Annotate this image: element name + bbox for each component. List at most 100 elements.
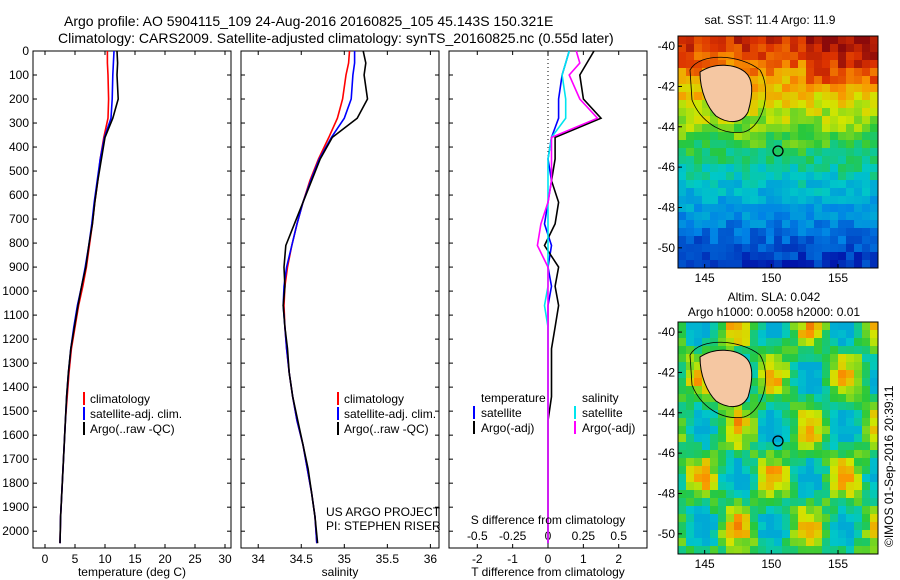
heatmap-cell (846, 378, 855, 387)
heatmap-cell (846, 36, 855, 45)
heatmap-cell (790, 418, 799, 427)
heatmap-cell (750, 514, 759, 523)
sst-map-ticks: 145 150 155 -40 -42 -44 -46 -48 -50 (658, 39, 849, 285)
heatmap-cell (790, 124, 799, 133)
heatmap-cell (702, 498, 711, 507)
heatmap-cell (798, 84, 807, 93)
heatmap-cell (734, 44, 743, 53)
heatmap-cell (814, 450, 823, 459)
heatmap-cell (774, 458, 783, 467)
heatmap-cell (710, 164, 719, 173)
heatmap-cell (726, 180, 735, 189)
heatmap-cell (846, 434, 855, 443)
heatmap-cell (838, 498, 847, 507)
heatmap-cell (862, 458, 871, 467)
heatmap-cell (750, 522, 759, 531)
sla-map: Altim. SLA: 0.042 Argo h1000: 0.0058 h20… (658, 290, 879, 571)
heatmap-cell (782, 402, 791, 411)
heatmap-cell (726, 514, 735, 523)
map-y-tick-label: -50 (658, 241, 676, 255)
heatmap-cell (678, 474, 687, 483)
depth-tick-label: 1100 (3, 308, 29, 322)
heatmap-cell (854, 490, 863, 499)
heatmap-cell (790, 116, 799, 125)
header-line2: Climatology: CARS2009. Satellite-adjuste… (58, 30, 614, 46)
heatmap-cell (846, 338, 855, 347)
heatmap-cell (862, 410, 871, 419)
heatmap-cell (798, 188, 807, 197)
heatmap-cell (686, 108, 695, 117)
heatmap-cell (710, 228, 719, 237)
heatmap-cell (822, 220, 831, 229)
heatmap-cell (854, 220, 863, 229)
heatmap-cell (750, 426, 759, 435)
heatmap-cell (758, 44, 767, 53)
heatmap-cell (854, 172, 863, 181)
heatmap-cell (758, 530, 767, 539)
heatmap-cell (798, 378, 807, 387)
heatmap-cell (854, 92, 863, 101)
heatmap-cell (678, 482, 687, 491)
heatmap-cell (742, 410, 751, 419)
heatmap-cell (790, 204, 799, 213)
heatmap-cell (702, 530, 711, 539)
heatmap-cell (822, 132, 831, 141)
heatmap-cell (862, 482, 871, 491)
heatmap-cell (790, 362, 799, 371)
heatmap-cell (686, 394, 695, 403)
heatmap-cell (822, 172, 831, 181)
heatmap-cell (798, 124, 807, 133)
heatmap-cell (806, 252, 815, 261)
heatmap-cell (830, 36, 839, 45)
heatmap-cell (702, 426, 711, 435)
heatmap-cell (854, 260, 863, 269)
heatmap-cell (710, 148, 719, 157)
heatmap-cell (766, 180, 775, 189)
heatmap-cell (790, 44, 799, 53)
heatmap-cell (758, 60, 767, 69)
heatmap-cell (686, 322, 695, 331)
heatmap-cell (750, 394, 759, 403)
heatmap-cell (870, 164, 879, 173)
heatmap-cell (830, 220, 839, 229)
heatmap-cell (862, 522, 871, 531)
salinity-legend: climatology satellite-adj. clim. Argo(..… (337, 392, 436, 436)
heatmap-cell (838, 100, 847, 109)
heatmap-cell (710, 204, 719, 213)
heatmap-cell (710, 124, 719, 133)
heatmap-cell (686, 180, 695, 189)
heatmap-cell (750, 172, 759, 181)
heatmap-cell (798, 362, 807, 371)
heatmap-cell (838, 522, 847, 531)
heatmap-cell (830, 212, 839, 221)
heatmap-cell (806, 204, 815, 213)
heatmap-cell (798, 546, 807, 555)
heatmap-cell (702, 164, 711, 173)
heatmap-cell (870, 148, 879, 157)
heatmap-cell (838, 236, 847, 245)
heatmap-cell (750, 546, 759, 555)
heatmap-cell (702, 220, 711, 229)
heatmap-cell (750, 44, 759, 53)
heatmap-cell (830, 76, 839, 85)
heatmap-cell (774, 490, 783, 499)
heatmap-cell (686, 252, 695, 261)
heatmap-cell (750, 458, 759, 467)
heatmap-cell (854, 402, 863, 411)
heatmap-cell (870, 132, 879, 141)
heatmap-cell (718, 132, 727, 141)
legend-s-argo-label: Argo(-adj) (582, 421, 635, 435)
heatmap-cell (782, 68, 791, 77)
heatmap-cell (822, 426, 831, 435)
heatmap-cell (678, 426, 687, 435)
heatmap-cell (686, 188, 695, 197)
project-annotation: US ARGO PROJECT (326, 505, 441, 519)
heatmap-cell (726, 434, 735, 443)
heatmap-cell (758, 204, 767, 213)
heatmap-cell (798, 148, 807, 157)
heatmap-cell (718, 164, 727, 173)
x-tick-label: 2 (615, 552, 622, 566)
heatmap-cell (742, 322, 751, 331)
heatmap-cell (790, 76, 799, 85)
